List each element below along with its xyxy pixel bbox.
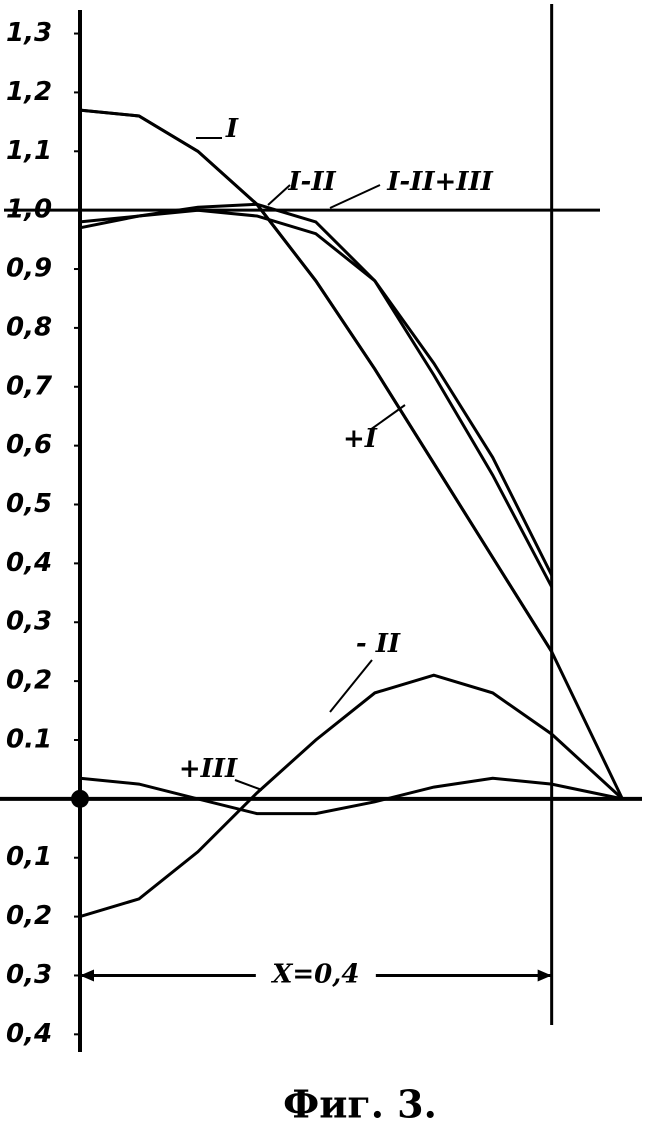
arrowhead (80, 969, 94, 982)
y-tick-label: 0,1 (6, 842, 52, 872)
y-tick-label: 1,0 (6, 195, 52, 225)
y-tick-label: 0.1 (6, 724, 52, 754)
leader-line (234, 779, 263, 791)
series-line (79, 673, 624, 919)
series-label: - II (356, 629, 401, 659)
leader-line (369, 404, 406, 431)
y-tick-label: 0,6 (6, 430, 52, 460)
y-tick-label: 0,4 (6, 548, 52, 578)
y-tick-label: 0,7 (6, 371, 53, 401)
y-tick-label: 0,9 (6, 254, 52, 284)
series-label: I-II+III (386, 167, 493, 197)
y-tick-label: 0,5 (6, 489, 52, 519)
caption: Фиг. 3. (283, 1082, 437, 1127)
arrowhead (537, 969, 552, 982)
y-tick-label: 0,8 (6, 312, 52, 342)
leader-line (329, 184, 381, 209)
series-line (79, 202, 554, 588)
y-tick-label: 0,2 (6, 666, 52, 696)
series-line (79, 776, 623, 816)
leader-line (267, 184, 291, 206)
label-bg (255, 959, 376, 992)
series-label: I-II (287, 167, 336, 197)
y-tick-label: 0,2 (6, 901, 52, 931)
series-line (79, 108, 553, 653)
y-tick-label: 0,3 (6, 607, 52, 637)
y-tick-label: 0,3 (6, 960, 52, 990)
origin (71, 789, 89, 808)
y-tick-label: 1,3 (6, 18, 52, 48)
annotation: X=0,4 (270, 959, 359, 989)
series-label: I (225, 114, 239, 144)
series-label: +I (343, 424, 378, 454)
y-tick-label: 0,4 (6, 1019, 52, 1049)
series-line (79, 208, 554, 576)
leader-line (329, 659, 373, 713)
y-tick-label: 1,1 (6, 136, 52, 166)
y-tick-label: 1,2 (6, 77, 52, 107)
series-label: +III (179, 754, 238, 784)
